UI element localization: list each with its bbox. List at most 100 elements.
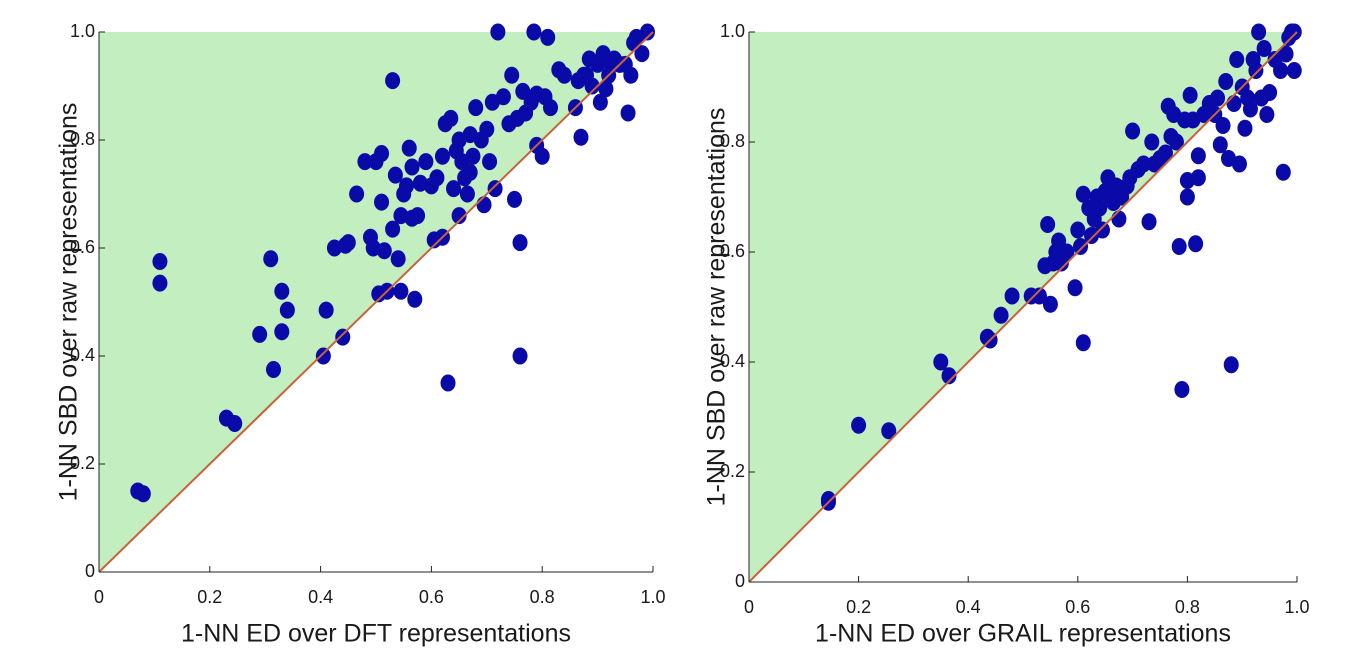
point xyxy=(620,104,636,122)
point xyxy=(357,153,373,171)
y-tick-label: 1.0 xyxy=(70,21,95,41)
point xyxy=(152,274,168,292)
chart: 0 0.2 0.4 0.6 0.8 1.0 0 0.2 0.4 0.6 0.8 1.0 1-NN ED … xyxy=(55,21,666,648)
point xyxy=(584,77,600,95)
x-tick-label: 0.4 xyxy=(308,587,333,607)
x-tick-label: 0 xyxy=(94,587,104,607)
point xyxy=(1171,238,1187,255)
point xyxy=(1125,122,1141,140)
y-tick-label: 0.6 xyxy=(70,237,95,257)
x-tick-label: 0.2 xyxy=(846,597,871,617)
point xyxy=(512,347,528,365)
point xyxy=(462,163,478,181)
point xyxy=(340,234,356,252)
point xyxy=(440,374,456,392)
y-tick-label: 0.8 xyxy=(70,129,95,149)
point xyxy=(941,367,957,385)
y-tick-label: 0.2 xyxy=(720,461,745,481)
point xyxy=(598,80,614,98)
point xyxy=(1075,185,1091,203)
point xyxy=(263,250,279,268)
diagonal-line xyxy=(98,31,654,573)
y-tick-label: 0 xyxy=(735,571,745,591)
y-axis-label: 1-NN SBD over raw representations xyxy=(55,103,83,502)
point xyxy=(1190,147,1206,165)
x-tick-label: 0 xyxy=(744,597,754,617)
x-tick-label: 0.4 xyxy=(956,597,981,617)
point xyxy=(543,99,559,117)
x-tick-label: 0.8 xyxy=(530,587,555,607)
y-tick-label: 1.0 xyxy=(720,21,745,41)
x-tick-label: 1.0 xyxy=(1284,597,1309,617)
y-tick-label: 0.8 xyxy=(720,131,745,151)
point xyxy=(623,66,639,84)
point xyxy=(526,23,542,41)
point xyxy=(152,253,168,270)
point xyxy=(592,93,608,111)
point xyxy=(274,282,290,300)
point xyxy=(1092,199,1108,217)
point xyxy=(1212,136,1228,154)
point xyxy=(252,325,268,343)
y-tick-label: 0 xyxy=(85,561,95,581)
x-axis-label: 1-NN ED over DFT representations xyxy=(181,620,571,648)
chart: 0 0.2 0.4 0.6 0.8 1.0 0 0.2 0.4 0.6 0.8 1.0 1-NN ED … xyxy=(703,21,1310,648)
point xyxy=(1004,287,1020,305)
point xyxy=(881,422,897,440)
point xyxy=(1188,235,1204,253)
point xyxy=(1237,119,1253,137)
diagonal-line xyxy=(748,31,1298,583)
point xyxy=(1242,100,1258,118)
point xyxy=(374,193,390,211)
point xyxy=(639,23,655,41)
point xyxy=(135,485,151,503)
point xyxy=(1073,238,1089,255)
point xyxy=(479,120,495,138)
point xyxy=(404,158,420,176)
point xyxy=(410,207,426,225)
point xyxy=(407,290,423,308)
point xyxy=(482,153,498,171)
point xyxy=(335,328,351,346)
y-tick-label: 0.4 xyxy=(70,345,95,365)
point xyxy=(1273,62,1289,79)
point xyxy=(376,242,392,260)
point xyxy=(1231,155,1247,173)
point xyxy=(318,301,334,319)
point xyxy=(468,99,484,117)
point xyxy=(443,109,459,127)
y-axis-label: 1-NN SBD over raw representations xyxy=(703,108,731,507)
point xyxy=(507,190,522,208)
point xyxy=(315,347,331,365)
point xyxy=(512,234,528,252)
point xyxy=(993,306,1009,324)
point xyxy=(1262,84,1278,101)
point xyxy=(573,128,589,146)
point xyxy=(933,353,949,371)
point xyxy=(504,66,520,84)
point xyxy=(1157,144,1173,162)
point xyxy=(1215,117,1231,134)
point xyxy=(1278,45,1294,63)
point xyxy=(851,416,867,434)
point xyxy=(495,88,511,106)
point xyxy=(1067,279,1083,297)
point xyxy=(1248,62,1264,79)
point xyxy=(476,196,492,214)
point xyxy=(1256,40,1272,57)
point xyxy=(1059,243,1075,261)
point xyxy=(390,250,406,268)
point xyxy=(1042,295,1058,313)
point xyxy=(1226,95,1242,112)
point xyxy=(1168,133,1184,151)
x-axis-label: 1-NN ED over GRAIL representations xyxy=(815,620,1231,648)
point xyxy=(1174,381,1190,398)
point xyxy=(1031,287,1047,305)
point xyxy=(1275,163,1291,181)
point xyxy=(1223,356,1239,374)
point xyxy=(393,282,409,300)
point xyxy=(398,177,414,195)
point xyxy=(556,66,572,84)
point xyxy=(446,180,462,198)
point xyxy=(1281,29,1297,46)
